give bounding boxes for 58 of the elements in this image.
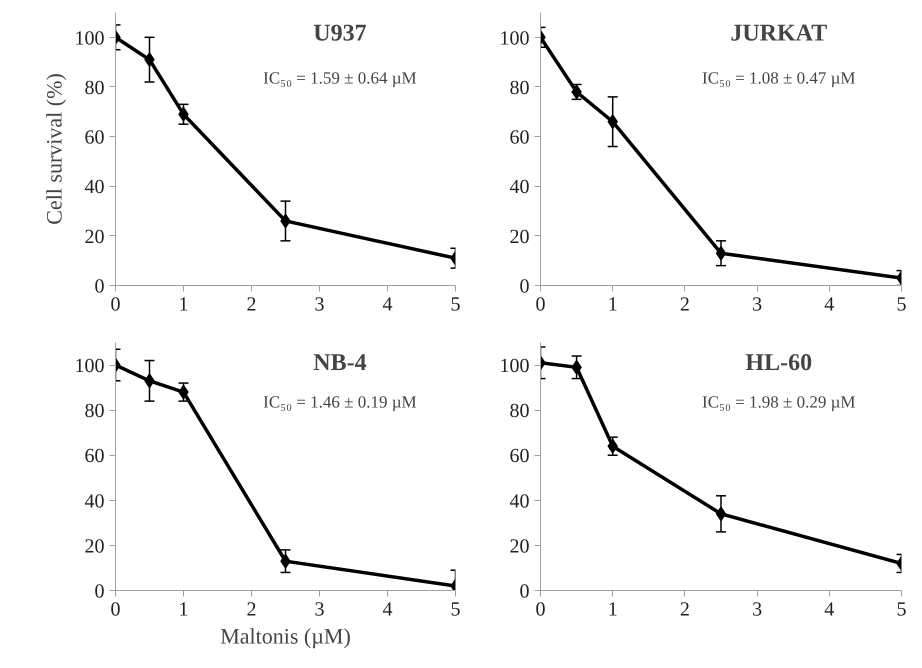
y-tick-label: 80	[84, 76, 104, 99]
x-tick-label: 1	[178, 598, 188, 620]
annotation: IC₅₀ = 1.59 ± 0.64 µM	[263, 68, 417, 88]
chart-title: HL-60	[745, 350, 812, 376]
x-tick-label: 5	[450, 294, 460, 316]
x-tick-label: 2	[680, 598, 690, 620]
x-tick-label: 4	[824, 598, 834, 620]
x-tick-label: 0	[110, 598, 120, 620]
y-tick-label: 0	[520, 580, 530, 602]
x-tick-label: 1	[608, 598, 618, 620]
y-tick-label: 80	[84, 400, 104, 422]
x-tick-label: 5	[896, 294, 906, 316]
x-tick-label: 3	[752, 294, 762, 316]
y-tick-label: 0	[94, 276, 104, 298]
x-axis-title: Maltonis (µM)	[220, 624, 351, 648]
x-tick-label: 5	[896, 598, 906, 620]
annotation: IC₅₀ = 1.98 ± 0.29 µM	[702, 392, 856, 412]
y-tick-label: 100	[74, 27, 104, 50]
x-tick-label: 4	[382, 294, 392, 316]
y-tick-label: 40	[510, 176, 530, 198]
x-tick-label: 0	[536, 294, 546, 316]
x-tick-label: 1	[178, 294, 188, 316]
y-tick-label: 80	[510, 400, 530, 422]
y-tick-label: 100	[74, 355, 104, 378]
y-tick-label: 0	[94, 580, 104, 602]
y-tick-label: 60	[84, 126, 104, 149]
y-tick-label: 20	[84, 535, 104, 558]
x-tick-label: 0	[110, 294, 120, 316]
x-tick-label: 4	[382, 598, 392, 620]
x-tick-label: 4	[824, 294, 834, 316]
y-tick-label: 100	[500, 27, 530, 50]
chart-title: JURKAT	[730, 20, 828, 47]
y-tick-label: 40	[84, 490, 104, 512]
annotation: IC₅₀ = 1.46 ± 0.19 µM	[263, 392, 417, 412]
y-tick-label: 20	[510, 535, 530, 558]
x-tick-label: 2	[246, 598, 256, 620]
annotation: IC₅₀ = 1.08 ± 0.47 µM	[702, 68, 856, 88]
y-tick-label: 80	[510, 76, 530, 99]
chart-title: NB-4	[313, 350, 367, 376]
x-tick-label: 3	[314, 294, 324, 316]
x-tick-label: 2	[680, 294, 690, 316]
y-tick-label: 20	[510, 226, 530, 248]
y-tick-label: 20	[84, 226, 104, 248]
x-tick-label: 0	[536, 598, 546, 620]
x-tick-label: 3	[752, 598, 762, 620]
x-tick-label: 2	[246, 294, 256, 316]
chart-title: U937	[313, 20, 367, 47]
x-tick-label: 5	[450, 598, 460, 620]
y-tick-label: 60	[84, 445, 104, 468]
y-tick-label: 40	[510, 490, 530, 512]
y-tick-label: 40	[84, 176, 104, 198]
y-tick-label: 60	[510, 126, 530, 149]
y-tick-label: 100	[500, 355, 530, 378]
y-tick-label: 0	[520, 276, 530, 298]
y-axis-title: Cell survival (%)	[42, 73, 66, 225]
x-tick-label: 3	[314, 598, 324, 620]
x-tick-label: 1	[608, 294, 618, 316]
y-tick-label: 60	[510, 445, 530, 468]
